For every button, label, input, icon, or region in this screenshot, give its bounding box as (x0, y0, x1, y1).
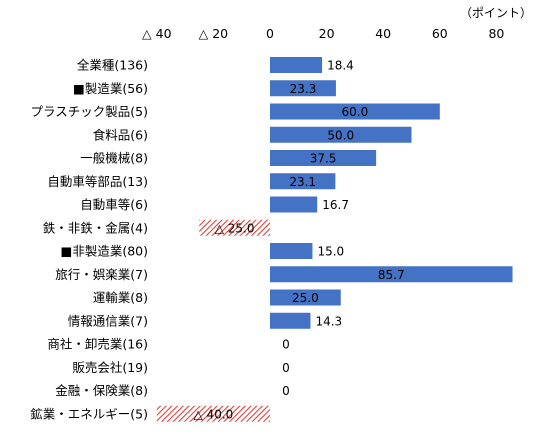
data-label: 0 (282, 338, 290, 352)
bar (270, 173, 336, 190)
data-label: 16.7 (322, 198, 349, 212)
category-label: プラスチック製品(5) (31, 104, 148, 119)
x-tick-label: 80 (488, 26, 504, 41)
data-label: 50.0 (327, 128, 354, 142)
data-label: 14.3 (315, 314, 342, 328)
x-axis-ticks: △ 40 △ 20 0 20 40 60 80 (142, 26, 504, 41)
data-label: 37.5 (310, 152, 337, 166)
category-label: 販売会社(19) (72, 360, 148, 375)
category-label: 全業種(136) (77, 58, 148, 73)
axis-unit-label: （ポイント） (460, 6, 532, 20)
data-label: △ 25.0 (215, 221, 255, 235)
data-label: 85.7 (378, 268, 405, 282)
x-tick-label: 60 (432, 26, 448, 41)
x-tick-label: △ 20 (199, 26, 229, 41)
category-labels: 全業種(136) ■製造業(56) プラスチック製品(5) 食料品(6) 一般機械(8)… (30, 58, 148, 422)
bar-negative (199, 219, 270, 236)
bar (270, 103, 440, 120)
x-tick-label: 20 (319, 26, 335, 41)
category-label: 商社・卸売業(16) (47, 337, 148, 352)
bar (270, 57, 323, 73)
category-label: 自動車等部品(13) (47, 174, 148, 189)
x-tick-label: △ 40 (142, 26, 172, 41)
data-label: 15.0 (317, 245, 344, 259)
category-label: 鉱業・エネルギー(5) (30, 406, 148, 421)
category-label: 旅行・娯楽業(7) (55, 267, 148, 282)
bar (270, 126, 412, 143)
category-label: 運輸業(8) (93, 290, 148, 305)
category-label: 金融・保険業(8) (55, 383, 148, 398)
category-label: 食料品(6) (93, 127, 148, 142)
bar (270, 289, 341, 306)
category-label: 一般機械(8) (80, 151, 148, 166)
bar (270, 312, 311, 329)
category-label: 情報通信業(7) (68, 313, 148, 328)
data-label: 18.4 (327, 59, 354, 73)
x-tick-label: 0 (266, 26, 274, 41)
value-labels: 18.4 23.3 60.0 50.0 37.5 23.1 16.7 △ 25.0 15.0 85… (194, 59, 405, 422)
bars (156, 57, 513, 422)
bar (270, 80, 336, 97)
data-label: 23.3 (290, 82, 317, 96)
data-label: △ 40.0 (194, 407, 234, 421)
category-label: ■非製造業(80) (61, 244, 148, 259)
bar (270, 243, 313, 259)
category-label: 鉄・非鉄・金属(4) (43, 220, 148, 235)
data-label: 0 (282, 384, 290, 398)
bar (270, 196, 318, 213)
data-label: 25.0 (292, 291, 319, 305)
category-label: ■製造業(56) (73, 81, 148, 96)
category-label: 自動車等(6) (80, 197, 148, 212)
data-label: 60.0 (342, 105, 369, 119)
data-label: 0 (282, 361, 290, 375)
bar-negative (156, 405, 270, 422)
bar (270, 150, 377, 166)
bar (270, 266, 513, 283)
x-tick-label: 40 (375, 26, 391, 41)
data-label: 23.1 (289, 175, 316, 189)
